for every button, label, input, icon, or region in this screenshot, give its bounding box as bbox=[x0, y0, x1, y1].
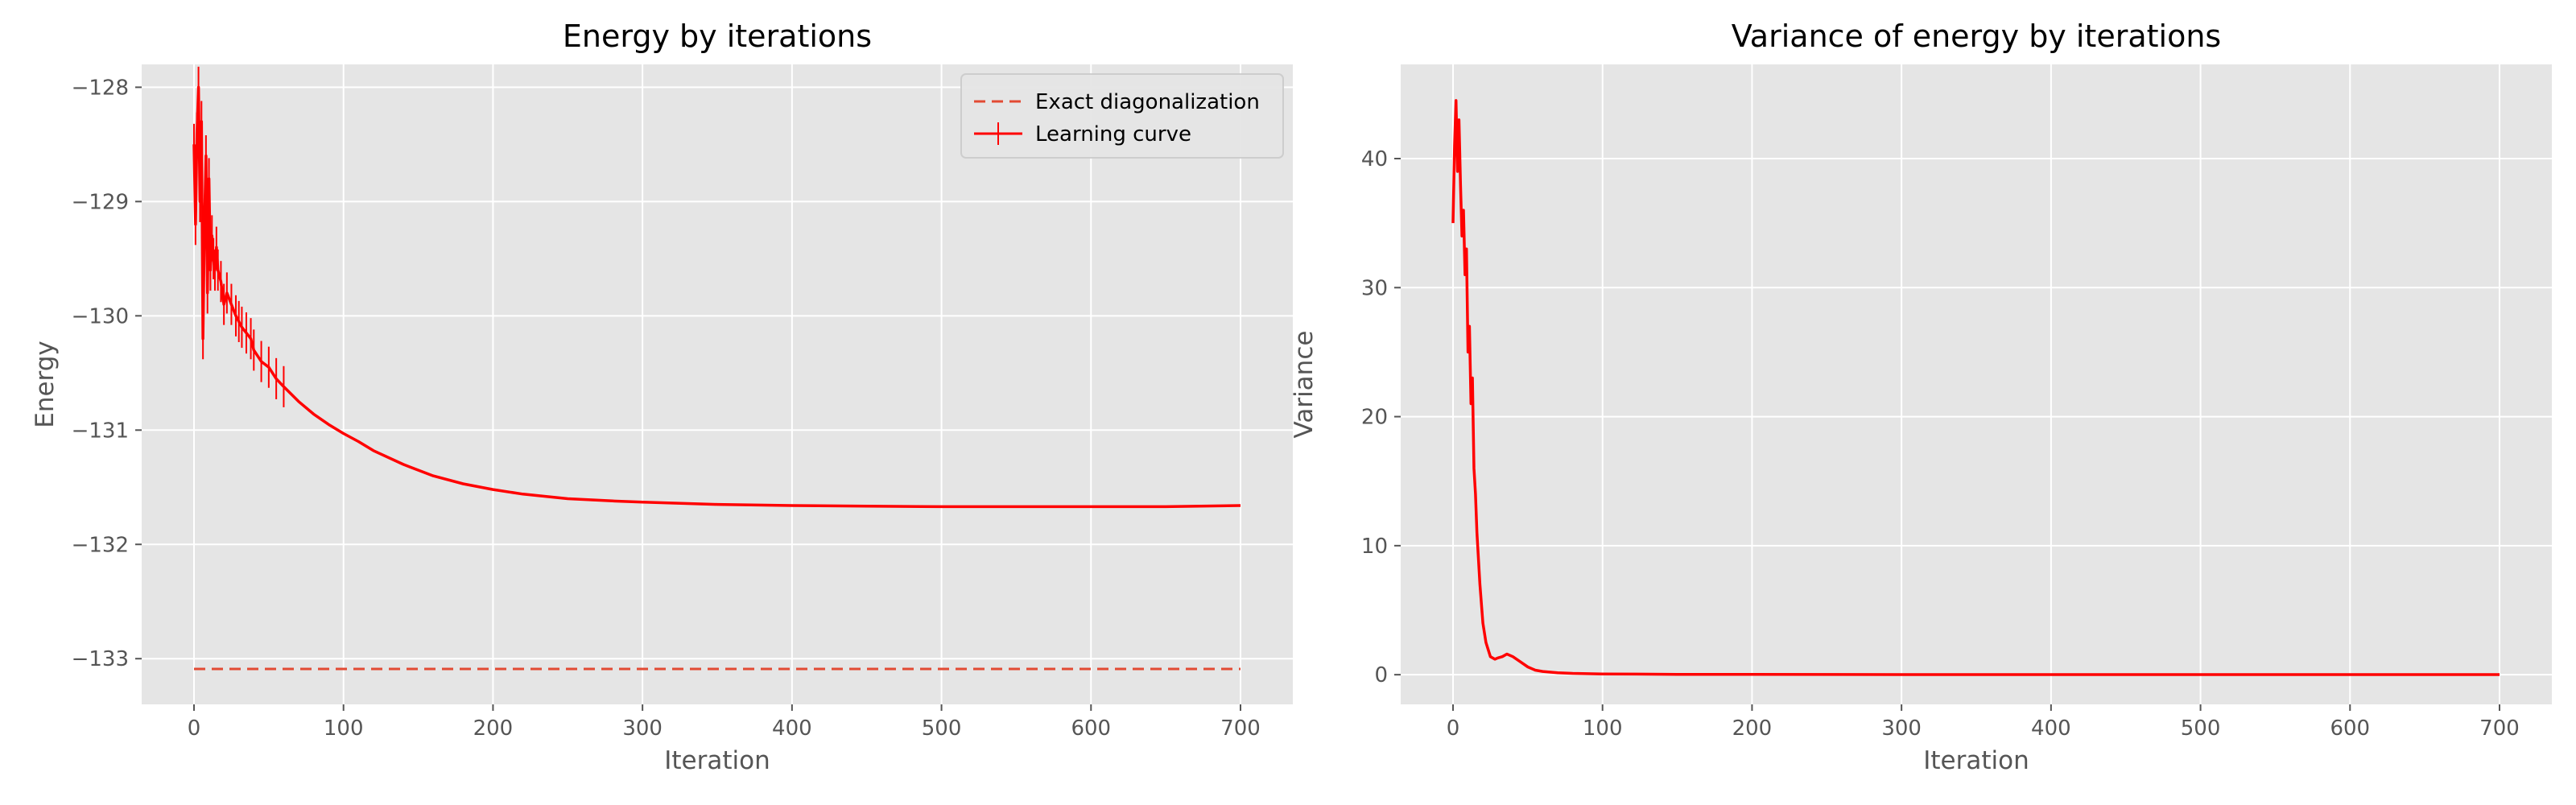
legend: Exact diagonalization Learning curve bbox=[960, 73, 1284, 159]
x-tick-label: 600 bbox=[1071, 716, 1111, 741]
x-tick-label: 400 bbox=[772, 716, 812, 741]
y-tick-label: −130 bbox=[72, 304, 129, 328]
legend-label-2: Learning curve bbox=[1035, 122, 1191, 147]
x-axis-label: Iteration bbox=[1923, 746, 2029, 775]
y-axis-label: Variance bbox=[1290, 331, 1319, 439]
x-tick-label: 700 bbox=[2479, 716, 2520, 741]
y-tick-label: −133 bbox=[72, 647, 129, 671]
y-tick-label: −129 bbox=[72, 190, 129, 214]
y-tick-label: 10 bbox=[1361, 535, 1388, 559]
x-tick-label: 0 bbox=[1447, 716, 1460, 741]
y-axis-label: Energy bbox=[31, 341, 60, 428]
x-tick-label: 300 bbox=[1881, 716, 1922, 741]
chart-panel-1: 0 100 200 300 400 500 600 700 −133 −132 −131 −130 −1… bbox=[31, 19, 1293, 775]
x-tick-label: 100 bbox=[1583, 716, 1623, 741]
x-tick-label: 500 bbox=[2181, 716, 2221, 741]
y-tick-label: 40 bbox=[1361, 147, 1388, 171]
chart-title: Variance of energy by iterations bbox=[1732, 19, 2221, 54]
y-tick-label: 30 bbox=[1361, 276, 1388, 300]
x-tick-label: 700 bbox=[1220, 716, 1261, 741]
x-tick-label: 300 bbox=[622, 716, 663, 741]
x-tick-label: 400 bbox=[2031, 716, 2071, 741]
chart-panel-2: 0 100 200 300 400 500 600 700 0 10 20 30 40 Variance … bbox=[1290, 19, 2552, 775]
y-tick-label: −132 bbox=[72, 533, 129, 557]
x-axis-label: Iteration bbox=[664, 746, 770, 775]
plot-area bbox=[1401, 64, 2552, 704]
x-tick-label: 0 bbox=[188, 716, 201, 741]
series-line-1 bbox=[1451, 99, 2500, 676]
legend-label-1: Exact diagonalization bbox=[1035, 90, 1260, 114]
plot-area bbox=[142, 64, 1293, 704]
chart-title: Energy by iterations bbox=[563, 19, 872, 54]
y-tick-label: −131 bbox=[72, 419, 129, 443]
x-tick-label: 100 bbox=[324, 716, 364, 741]
x-tick-label: 600 bbox=[2330, 716, 2370, 741]
y-tick-label: 0 bbox=[1374, 663, 1388, 687]
x-tick-label: 200 bbox=[1732, 716, 1773, 741]
x-tick-label: 200 bbox=[473, 716, 514, 741]
legend-box bbox=[960, 73, 1284, 159]
y-tick-label: −128 bbox=[72, 76, 129, 100]
x-tick-label: 500 bbox=[922, 716, 962, 741]
y-tick-label: 20 bbox=[1361, 406, 1388, 430]
